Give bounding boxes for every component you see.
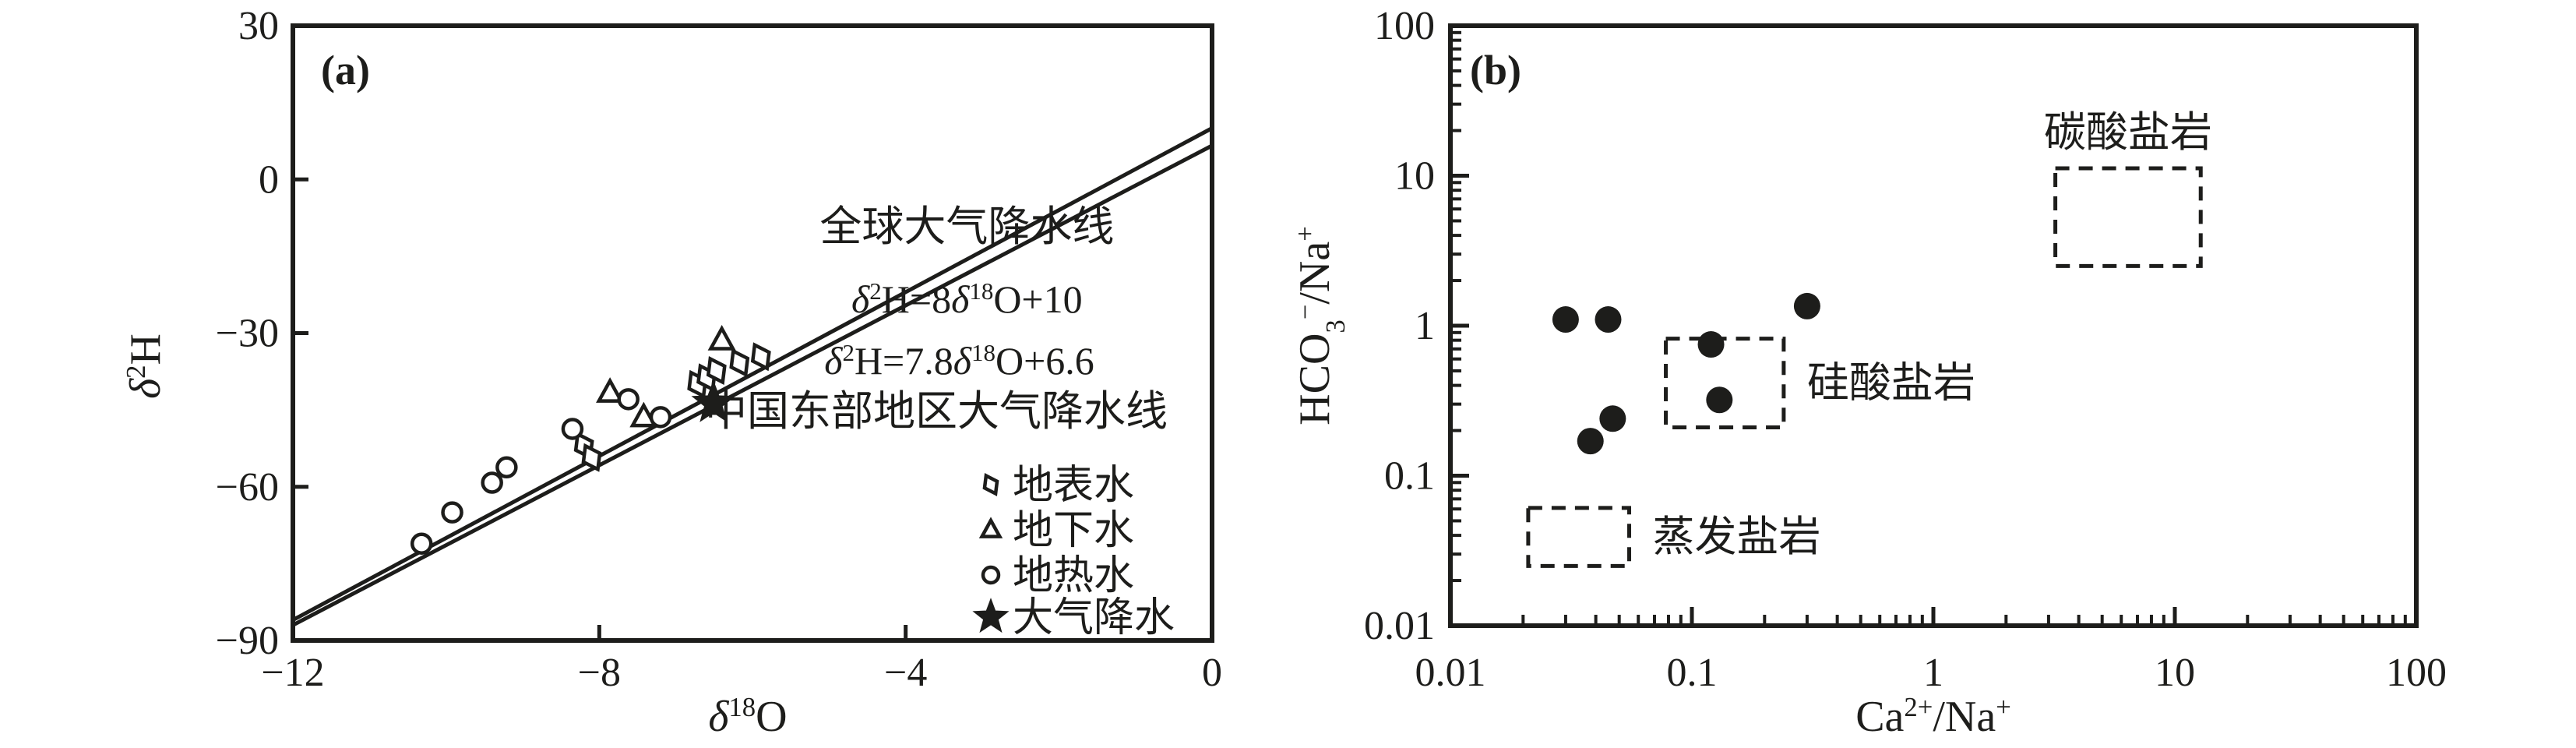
evaporite-rock-field-label: 蒸发盐岩 xyxy=(1653,513,1821,560)
y-axis-label-HCO3-Na: HCO3−/Na+ xyxy=(1290,226,1351,425)
x-tick-label: 10 xyxy=(2155,651,2195,695)
x-axis-label-d18O: δ18O xyxy=(708,692,787,742)
legend-marker-diamond xyxy=(982,473,999,496)
x-tick-label: 0 xyxy=(1202,651,1222,695)
legend-marker-circle xyxy=(981,565,1001,585)
data-point-filled-circle xyxy=(1599,405,1626,432)
data-point-diamond xyxy=(729,348,750,378)
data-point-filled-circle xyxy=(1552,306,1579,333)
y-tick-label: 30 xyxy=(238,4,279,48)
plot-border xyxy=(1448,23,2419,628)
carbonate-rock-field-label: 碳酸盐岩 xyxy=(2044,109,2212,156)
data-point-circle xyxy=(481,471,503,494)
y-tick-label: −60 xyxy=(216,465,279,510)
data-point-filled-circle xyxy=(1706,386,1733,414)
silicate-rock-field xyxy=(1664,337,1786,429)
panel-a-meteoric-water-plot: −12 −8 −4 0 30 0 −30 −60 −90 δ18O δ2H (a) 全球大气降水线 δ2H… xyxy=(121,4,1223,741)
legend-label: 地下水 xyxy=(1013,509,1134,553)
x-tick-label: 100 xyxy=(2386,651,2447,695)
east-china-meteoric-water-line-title: 中国东部地区大气降水线 xyxy=(705,388,1168,435)
x-axis-label-Ca-Na: Ca2+/Na+ xyxy=(1855,692,2011,742)
east-china-meteoric-water-line xyxy=(291,143,1214,627)
data-point-filled-circle xyxy=(1793,292,1820,319)
data-point-diamond xyxy=(706,356,727,385)
data-point-circle xyxy=(561,418,584,440)
y-tick-label: 0.01 xyxy=(1364,604,1435,648)
x-tick-label: −4 xyxy=(884,651,927,695)
global-meteoric-water-line xyxy=(291,126,1214,622)
data-point-diamond xyxy=(581,443,602,472)
y-tick-label: 1 xyxy=(1415,304,1435,348)
x-tick-label: 1 xyxy=(1923,651,1943,695)
data-point-triangle xyxy=(629,401,658,428)
data-point-circle xyxy=(495,456,518,479)
data-point-circle xyxy=(441,501,463,524)
x-tick-label: −12 xyxy=(261,651,324,695)
panel-a-label: (a) xyxy=(321,47,370,94)
y-tick-label: −90 xyxy=(216,619,279,663)
legend-marker-star xyxy=(972,598,1010,633)
legend-marker-triangle xyxy=(978,517,1003,538)
legend-label: 大气降水 xyxy=(1013,596,1175,640)
carbonate-rock-field xyxy=(2053,166,2203,268)
y-tick-label: 10 xyxy=(1394,154,1435,199)
data-point-filled-circle xyxy=(1697,331,1725,358)
x-tick-label: 0.1 xyxy=(1667,651,1718,695)
data-point-star xyxy=(691,379,736,422)
legend-label: 地表水 xyxy=(1013,464,1134,508)
data-point-circle xyxy=(410,532,433,555)
x-tick-label: −8 xyxy=(578,651,621,695)
legend-label: 地热水 xyxy=(1013,554,1134,598)
x-tick-label: 0.01 xyxy=(1415,651,1486,695)
data-point-triangle xyxy=(596,377,625,403)
data-point-diamond xyxy=(750,342,771,372)
data-point-filled-circle xyxy=(1595,306,1622,333)
data-point-filled-circle xyxy=(1577,428,1604,455)
panel-b-rock-endmember-plot: 0.01 0.1 1 10 100 100 10 1 0.1 0.01 Ca2+/Na+ HCO3−/… xyxy=(1290,4,2447,741)
silicate-rock-field-label: 硅酸盐岩 xyxy=(1807,360,1975,407)
y-tick-label: 0 xyxy=(259,157,279,202)
y-axis-label-d2H: δ2H xyxy=(121,333,171,399)
data-point-triangle xyxy=(707,325,736,351)
data-point-circle xyxy=(649,406,672,429)
east-china-meteoric-water-line-equation: δ2H=7.8δ18O+6.6 xyxy=(824,339,1094,383)
y-tick-label: 100 xyxy=(1374,4,1435,48)
y-tick-label: 0.1 xyxy=(1384,454,1435,499)
data-point-circle xyxy=(617,388,640,411)
global-meteoric-water-line-title: 全球大气降水线 xyxy=(819,203,1114,250)
panel-b-label: (b) xyxy=(1470,47,1521,94)
y-tick-label: −30 xyxy=(216,312,279,356)
evaporite-rock-field xyxy=(1526,506,1632,568)
